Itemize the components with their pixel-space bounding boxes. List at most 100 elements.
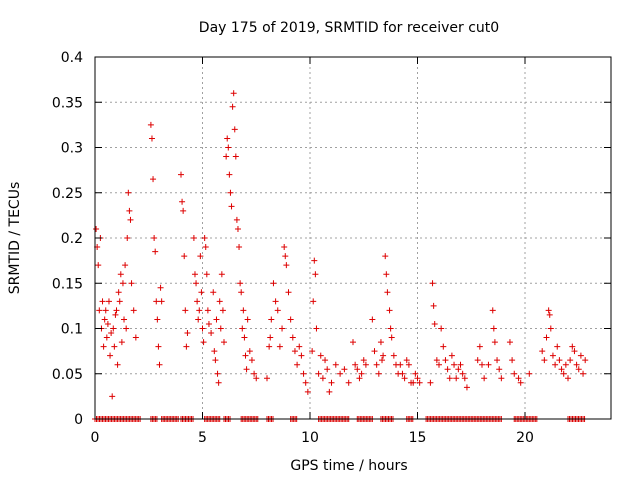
data-point [459, 370, 466, 377]
data-point [119, 280, 126, 287]
data-point [436, 361, 442, 368]
data-point [498, 375, 505, 382]
x-tick-label: 10 [301, 430, 319, 446]
data-point [567, 357, 574, 364]
data-point [199, 325, 206, 332]
data-point [379, 357, 386, 364]
data-point [429, 280, 436, 287]
data-point [215, 379, 222, 386]
x-tick-label: 20 [516, 430, 534, 446]
data-point [313, 325, 320, 332]
data-point [294, 361, 301, 368]
data-point [543, 334, 550, 341]
data-point [326, 388, 333, 395]
y-tick-label: 0.15 [52, 276, 83, 292]
data-point [205, 320, 212, 327]
data-point [562, 361, 569, 368]
data-point [285, 289, 292, 296]
data-point [123, 325, 130, 332]
x-axis-label: GPS time / hours [290, 458, 407, 474]
data-point [345, 379, 352, 386]
data-point [229, 103, 236, 110]
data-point [154, 316, 161, 323]
data-point [114, 361, 121, 368]
data-point [360, 357, 367, 364]
data-point [430, 302, 437, 309]
data-point [147, 121, 154, 128]
data-point [433, 357, 440, 364]
data-point [126, 207, 133, 214]
data-point [112, 311, 119, 318]
data-point [526, 370, 533, 377]
data-point [152, 248, 159, 255]
y-tick-label: 0.4 [61, 50, 83, 66]
data-point [558, 366, 565, 373]
data-point [266, 343, 273, 350]
data-point [560, 370, 567, 377]
data-point [122, 262, 129, 269]
data-point [448, 352, 455, 359]
data-point [196, 307, 203, 314]
tick-labels: 0 0.05 0.1 0.15 0.2 0.25 0.3 0.35 0.4 0 5 10 15 20 [52, 50, 534, 446]
data-point [241, 334, 248, 341]
data-point [195, 316, 202, 323]
data-point [243, 366, 250, 373]
data-point [577, 352, 584, 359]
data-point [457, 361, 464, 368]
data-points [92, 90, 589, 422]
data-point [194, 298, 201, 305]
data-point [541, 357, 548, 364]
data-point [270, 280, 277, 287]
data-point [356, 375, 363, 382]
data-point [455, 366, 462, 373]
data-point [287, 316, 294, 323]
data-point [153, 298, 160, 305]
data-point [158, 298, 165, 305]
data-point [302, 379, 309, 386]
data-point [414, 375, 421, 382]
data-point [109, 393, 116, 400]
data-point [569, 343, 576, 350]
data-point [202, 244, 209, 251]
data-point [231, 126, 238, 133]
data-point [213, 316, 220, 323]
data-point [100, 343, 107, 350]
data-point [575, 366, 582, 373]
data-point [116, 298, 123, 305]
y-tick-label: 0.05 [52, 367, 83, 383]
data-point [110, 325, 117, 332]
data-point [157, 284, 164, 291]
data-point [442, 357, 449, 364]
data-point [183, 343, 190, 350]
data-point [179, 198, 186, 205]
data-point [198, 289, 205, 296]
data-point [405, 361, 412, 368]
data-point [118, 339, 125, 346]
data-point [233, 216, 240, 223]
y-tick-label: 0.25 [52, 186, 83, 202]
data-point [193, 280, 200, 287]
data-point [121, 316, 128, 323]
data-point [244, 316, 251, 323]
data-point [291, 348, 298, 355]
data-point [105, 298, 112, 305]
data-point [221, 339, 227, 346]
data-point [96, 307, 103, 314]
data-point [217, 325, 224, 332]
data-point [184, 330, 191, 337]
data-point [95, 262, 102, 269]
data-point [496, 366, 503, 373]
data-point [251, 370, 258, 377]
data-point [582, 357, 589, 364]
data-point [401, 375, 408, 382]
data-point [148, 135, 155, 142]
y-tick-label: 0.3 [61, 141, 83, 157]
data-point [511, 370, 518, 377]
data-point [388, 334, 395, 341]
data-point [386, 307, 393, 314]
data-point [274, 307, 281, 314]
data-point [490, 325, 497, 332]
data-point [491, 339, 498, 346]
data-point [358, 370, 365, 377]
data-point [319, 375, 326, 382]
